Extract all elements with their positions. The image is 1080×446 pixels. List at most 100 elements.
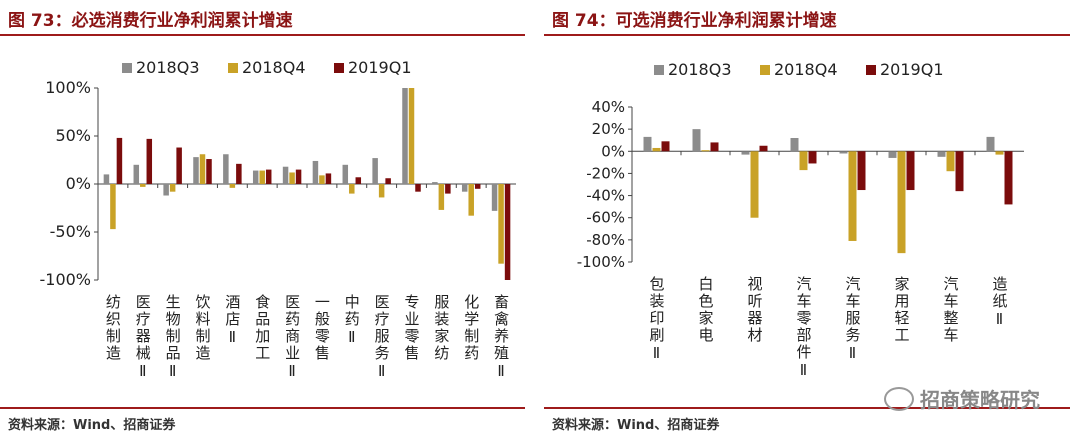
category-label: 造纸Ⅱ	[991, 276, 1009, 330]
bar-2018Q3-1	[692, 129, 701, 152]
legend-label-2018Q3: 2018Q3	[136, 58, 200, 77]
bar-chart-73: 2018Q3 2018Q4 2019Q1 100% 50% 0% -50% -100% 纺织制造…	[39, 58, 516, 382]
bar-2018Q4-3	[799, 151, 808, 171]
bar-2018Q4-6	[289, 172, 295, 184]
bar-2018Q4-9	[378, 184, 385, 198]
bar-2018Q4-3	[199, 154, 206, 184]
bar-2018Q3-7	[986, 136, 995, 152]
bar-2018Q4-2	[750, 151, 759, 218]
watermark: 招商策略研究	[884, 384, 1040, 413]
category-label: 纺织制造	[104, 294, 122, 362]
category-label: 一般零售	[313, 294, 331, 362]
bar-2018Q4-6	[946, 151, 955, 172]
category-label: 汽车服务Ⅱ	[844, 276, 862, 364]
category-label: 专业零售	[403, 294, 421, 362]
bar-2019Q1-3	[206, 159, 212, 184]
figure-74: 图 74：可选消费行业净利润累计增速 2018Q3 2018Q4 2019Q1 40%…	[544, 0, 1070, 446]
bar-2019Q1-3	[808, 151, 817, 164]
bar-2018Q3-4	[223, 154, 229, 184]
y-tick-label: -50%	[50, 222, 91, 241]
y-tick-label: -80%	[586, 231, 625, 249]
y-tick-label: -100%	[577, 253, 625, 271]
bar-2019Q1-2	[759, 145, 768, 152]
figure-73: 图 73：必选消费行业净利润累计增速 2018Q3 2018Q4 2019Q1 100…	[0, 0, 525, 446]
category-label: 生物制品Ⅱ	[164, 294, 182, 382]
figure-title: 图 73：必选消费行业净利润累计增速	[8, 11, 293, 31]
bar-2018Q3-4	[839, 151, 848, 154]
legend-label-2019Q1: 2019Q1	[348, 58, 412, 77]
bar-2018Q4-4	[229, 184, 236, 188]
bar-2018Q3-7	[312, 160, 319, 184]
bar-2018Q4-8	[349, 184, 355, 194]
y-tick-label: -40%	[586, 187, 625, 205]
bar-2019Q1-7	[1004, 151, 1013, 205]
legend-swatch-2018Q3	[122, 63, 132, 73]
category-label: 化学制药	[462, 294, 480, 362]
bar-2018Q4-10	[408, 88, 415, 184]
y-tick-label: 20%	[592, 120, 625, 138]
source-note: 资料来源：Wind、招商证券	[8, 418, 176, 433]
bar-2018Q3-9	[372, 158, 378, 184]
category-label: 饮料制造	[194, 294, 212, 362]
title-rule	[0, 34, 525, 36]
category-label: 视听器材	[746, 276, 764, 344]
watermark-text: 招商策略研究	[920, 388, 1040, 412]
bar-2019Q1-4	[857, 151, 866, 191]
bar-2018Q4-0	[110, 184, 116, 230]
figure-title: 图 74：可选消费行业净利润累计增速	[552, 11, 837, 31]
category-label: 食品加工	[253, 294, 271, 362]
bar-2019Q1-6	[955, 151, 964, 192]
bar-2018Q3-2	[163, 184, 169, 196]
category-label: 医疗器械Ⅱ	[134, 294, 152, 382]
y-tick-label: 100%	[45, 78, 91, 97]
bar-2018Q4-12	[468, 184, 474, 216]
category-label: 汽车整车	[942, 276, 960, 344]
bar-2019Q1-1	[710, 142, 719, 152]
y-tick-label: -100%	[39, 270, 91, 289]
bar-2019Q1-4	[236, 163, 242, 184]
category-label: 白色家电	[697, 276, 715, 344]
bar-chart-74: 2018Q3 2018Q4 2019Q1 40% 20% 0% -20% -40% -60% -8…	[577, 60, 1024, 381]
y-tick-label: 40%	[592, 98, 625, 116]
bar-2018Q3-3	[790, 138, 799, 152]
bar-2019Q1-9	[385, 178, 391, 184]
title-rule	[544, 34, 1070, 36]
bar-2018Q3-5	[252, 170, 259, 184]
bar-2018Q3-6	[282, 166, 289, 184]
bar-2018Q3-0	[643, 136, 652, 152]
bar-2018Q3-0	[103, 174, 110, 184]
category-label: 中药Ⅱ	[343, 294, 361, 348]
legend-swatch-2018Q3	[654, 65, 664, 75]
bar-2018Q3-13	[491, 184, 498, 211]
bar-2018Q3-12	[461, 184, 468, 192]
bar-2018Q3-8	[342, 164, 349, 184]
bar-2018Q4-4	[848, 151, 857, 241]
bar-2018Q4-1	[140, 184, 146, 187]
y-tick-label: 0%	[601, 142, 625, 160]
bar-2018Q3-5	[888, 151, 897, 158]
bar-2018Q4-2	[169, 184, 176, 192]
source-rule	[0, 407, 525, 409]
legend-swatch-2018Q4	[228, 63, 238, 73]
bar-2019Q1-10	[415, 184, 421, 192]
bar-2019Q1-2	[176, 147, 182, 184]
bar-2019Q1-0	[116, 137, 123, 184]
bar-2018Q3-1	[133, 164, 140, 184]
legend-label-2018Q3: 2018Q3	[668, 60, 732, 79]
bar-2019Q1-5	[906, 151, 915, 191]
bar-2018Q4-7	[319, 175, 325, 184]
category-label: 医疗服务Ⅱ	[373, 294, 391, 382]
category-label: 医药商业Ⅱ	[283, 294, 301, 382]
category-label: 畜禽养殖Ⅱ	[492, 294, 510, 382]
bar-2018Q4-13	[498, 184, 504, 264]
bar-2018Q3-2	[741, 151, 750, 155]
legend-label-2018Q4: 2018Q4	[242, 58, 306, 77]
bar-2019Q1-11	[445, 184, 451, 194]
bar-2018Q3-6	[937, 151, 946, 157]
bar-2018Q4-1	[701, 150, 710, 152]
bar-2018Q4-0	[652, 147, 661, 152]
y-tick-label: -20%	[586, 164, 625, 182]
bar-2019Q1-0	[661, 141, 670, 152]
bar-2018Q4-5	[897, 151, 906, 254]
y-tick-label: 50%	[55, 126, 91, 145]
